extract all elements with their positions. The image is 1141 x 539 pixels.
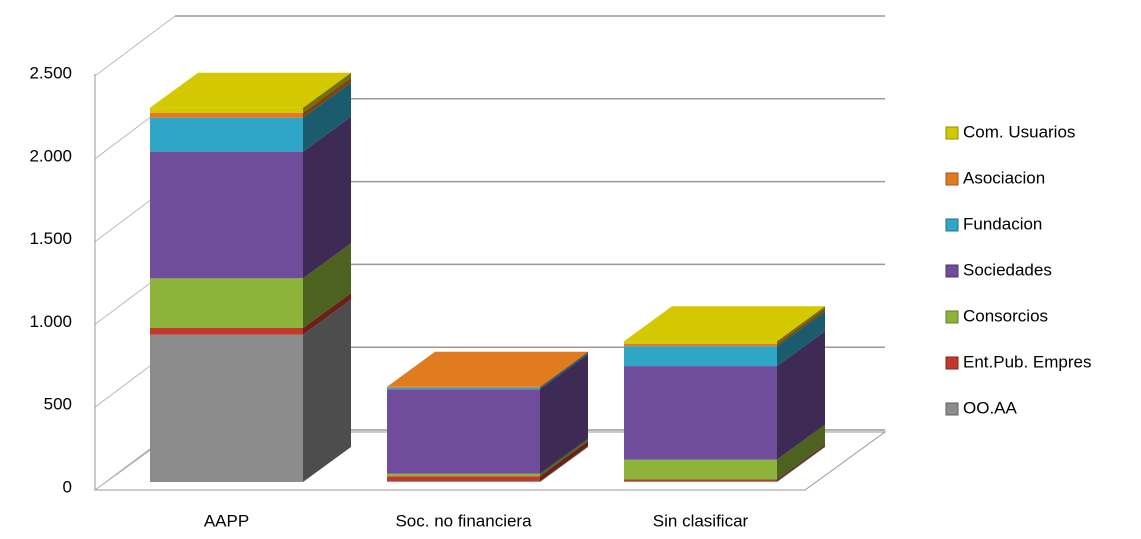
legend-swatch	[945, 172, 959, 186]
bar-side	[777, 424, 825, 480]
bar-side	[777, 444, 825, 482]
bar-side	[540, 352, 588, 390]
bar-segment	[387, 473, 540, 477]
bar-segment	[387, 389, 540, 474]
legend-swatch	[945, 310, 959, 324]
bar-segment	[150, 334, 303, 482]
bar-side	[303, 82, 351, 152]
bar-side	[303, 292, 351, 335]
bar-side	[540, 351, 588, 388]
bar-top	[387, 351, 588, 387]
bar-side	[303, 116, 351, 279]
y-tick-label: 500	[44, 395, 72, 414]
bar-segment	[150, 327, 303, 335]
bar-side	[777, 308, 825, 347]
bar-top	[624, 306, 825, 342]
bar-segment	[624, 341, 777, 344]
legend-swatch	[945, 126, 959, 140]
legend-swatch	[945, 264, 959, 278]
bar-segment	[624, 459, 777, 480]
bar-segment	[150, 112, 303, 118]
legend-label: OO.AA	[963, 398, 1018, 417]
y-tick-label: 1.500	[29, 229, 72, 248]
x-tick-label: Sin clasificar	[653, 511, 749, 530]
bar-segment	[624, 346, 777, 367]
bar-side	[303, 72, 351, 113]
bar-segment	[387, 476, 540, 482]
bar-side	[777, 331, 825, 460]
bar-segment	[150, 151, 303, 279]
y-tick-label: 2.500	[29, 63, 72, 82]
grid-line-side	[94, 15, 176, 77]
bar-segment	[150, 107, 303, 113]
bar-side	[303, 299, 351, 482]
bar-side	[777, 446, 825, 482]
legend-label: Fundacion	[963, 214, 1042, 233]
bar-segment	[150, 278, 303, 328]
legend-label: Sociedades	[963, 260, 1052, 279]
legend-label: Asociacion	[963, 168, 1045, 187]
bar-side	[540, 446, 588, 482]
floor	[93, 431, 887, 491]
legend-swatch	[945, 356, 959, 370]
y-tick-label: 0	[63, 477, 72, 496]
legend-label: Consorcios	[963, 306, 1048, 325]
bar-side	[540, 354, 588, 474]
bar-segment	[387, 386, 540, 388]
bar-side	[540, 438, 588, 477]
bar-side	[777, 311, 825, 367]
bar-segment	[624, 366, 777, 460]
x-tick-label: Soc. no financiera	[395, 511, 532, 530]
legend-label: Com. Usuarios	[963, 122, 1075, 141]
bar-top	[150, 72, 351, 108]
bar-segment	[387, 481, 540, 482]
bar-segment	[150, 117, 303, 152]
x-tick-label: AAPP	[204, 511, 249, 530]
y-tick-label: 2.000	[29, 146, 72, 165]
legend-swatch	[945, 402, 959, 416]
bar-segment	[624, 479, 777, 482]
legend-swatch	[945, 218, 959, 232]
bar-side	[540, 441, 588, 482]
y-tick-label: 1.000	[29, 312, 72, 331]
bar-side	[303, 77, 351, 118]
bar-segment	[624, 481, 777, 482]
bar-side	[303, 243, 351, 328]
bar-side	[777, 306, 825, 344]
legend-label: Ent.Pub. Empres	[963, 352, 1092, 371]
bar-segment	[624, 343, 777, 347]
bar-segment	[387, 387, 540, 390]
